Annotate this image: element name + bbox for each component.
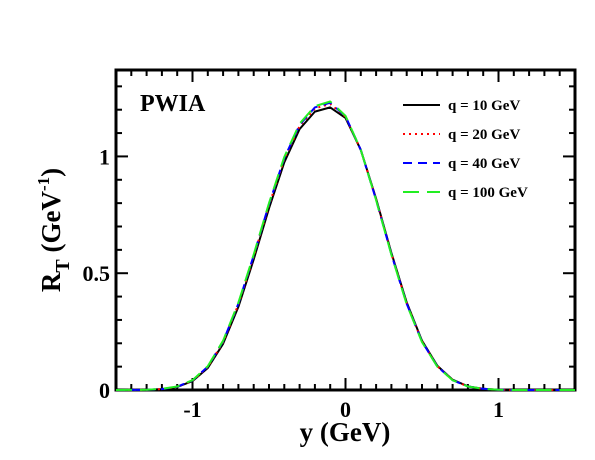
legend-label-1: q = 10 GeV — [448, 98, 520, 114]
plot-curves — [115, 100, 575, 391]
legend: q = 10 GeV q = 20 GeV q = 40 GeV q = 100 Ge… — [403, 98, 528, 201]
series-line-2 — [115, 102, 575, 391]
y-axis-ticks: 00.51 — [83, 85, 575, 403]
x-tick-label: 0 — [340, 397, 351, 422]
legend-label-2: q = 20 GeV — [448, 127, 520, 143]
legend-label-4: q = 100 GeV — [448, 185, 528, 201]
x-axis-label: y (GeV) — [300, 417, 391, 447]
legend-label-3: q = 40 GeV — [448, 156, 520, 172]
y-tick-label: 0.5 — [83, 261, 111, 286]
x-tick-label: -1 — [183, 397, 201, 422]
y-axis-label: RT (GeV-1) — [34, 168, 74, 292]
y-tick-label: 0 — [99, 378, 110, 403]
y-tick-label: 1 — [99, 144, 110, 169]
series-line-4 — [115, 100, 575, 391]
series-line-3 — [115, 101, 575, 391]
x-tick-label: 1 — [493, 397, 504, 422]
series-line-1 — [115, 106, 575, 391]
annotation-label: PWIA — [140, 91, 206, 117]
x-axis-ticks: -1 0 1 — [115, 70, 576, 422]
